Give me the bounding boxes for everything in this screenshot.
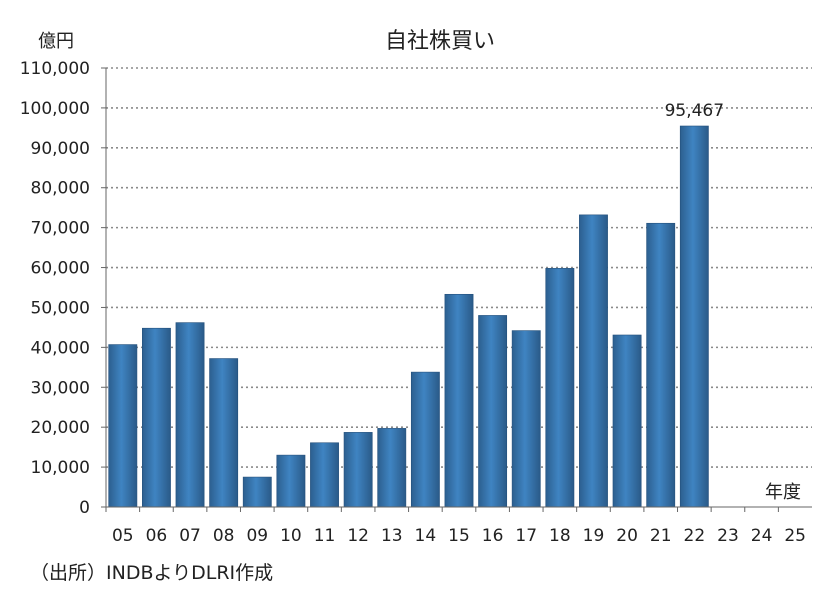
bar-05 (108, 344, 138, 508)
bar-06 (142, 327, 171, 508)
bar-07 (175, 322, 205, 508)
x-tick-label: 14 (415, 526, 437, 546)
y-tick-label: 110,000 (20, 59, 90, 79)
y-tick-label: 20,000 (31, 418, 90, 438)
x-tick-label: 17 (515, 526, 537, 546)
x-tick-label: 15 (448, 526, 470, 546)
x-tick-label: 18 (549, 526, 571, 546)
bar-15 (444, 293, 474, 508)
x-tick-label: 23 (717, 526, 739, 546)
y-axis-unit: 億円 (38, 31, 74, 52)
y-tick-label: 80,000 (31, 179, 90, 199)
bar-18 (545, 268, 575, 508)
y-tick-label: 60,000 (31, 259, 90, 279)
bar-21 (646, 222, 676, 508)
bar-14 (410, 371, 440, 508)
bar-11 (310, 442, 339, 508)
x-tick-label: 25 (784, 526, 806, 546)
x-tick-label: 19 (583, 526, 605, 546)
x-tick-label: 16 (482, 526, 504, 546)
bar-22 (679, 125, 709, 508)
bar-16 (478, 315, 508, 508)
bar-13 (377, 428, 407, 508)
y-tick-label: 0 (79, 498, 90, 518)
y-tick-label: 30,000 (31, 378, 90, 398)
x-tick-label: 06 (146, 526, 168, 546)
x-axis-unit: 年度 (765, 482, 801, 503)
x-tick-label: 24 (751, 526, 773, 546)
y-tick-label: 100,000 (20, 99, 90, 119)
bar-08 (209, 358, 239, 508)
x-tick-label: 21 (650, 526, 672, 546)
y-tick-label: 10,000 (31, 458, 90, 478)
x-tick-label: 11 (314, 526, 336, 546)
x-tick-label: 07 (179, 526, 201, 546)
x-axis-ticks: 05 06 07 08 09 10 11 12 13 14 15 16 17 18 19 20 21 22 23 24… (105, 507, 806, 546)
x-tick-label: 22 (684, 526, 706, 546)
x-tick-label: 10 (280, 526, 302, 546)
x-tick-label: 13 (381, 526, 403, 546)
chart-title: 自社株買い (385, 29, 495, 54)
y-tick-label: 70,000 (31, 219, 90, 239)
y-tick-label: 50,000 (31, 298, 90, 318)
bar-12 (343, 432, 373, 508)
bar-09 (242, 476, 272, 508)
data-label-22: 95,467 (665, 101, 724, 121)
x-tick-label: 09 (246, 526, 268, 546)
source-note: （出所）INDBよりDLRI作成 (30, 562, 274, 584)
y-axis-ticks: 0 10,000 20,000 30,000 40,000 50,000 60,000 70,… (20, 59, 106, 518)
data-labels: 95,467 (665, 101, 724, 121)
bar-17 (511, 330, 541, 508)
bars (108, 125, 709, 508)
bar-10 (276, 454, 306, 508)
y-tick-label: 90,000 (31, 139, 90, 159)
x-tick-label: 12 (347, 526, 369, 546)
y-tick-label: 40,000 (31, 338, 90, 358)
x-tick-label: 08 (213, 526, 235, 546)
x-tick-label: 05 (112, 526, 134, 546)
x-tick-label: 20 (616, 526, 638, 546)
bar-20 (612, 334, 642, 508)
bar-19 (579, 214, 608, 508)
